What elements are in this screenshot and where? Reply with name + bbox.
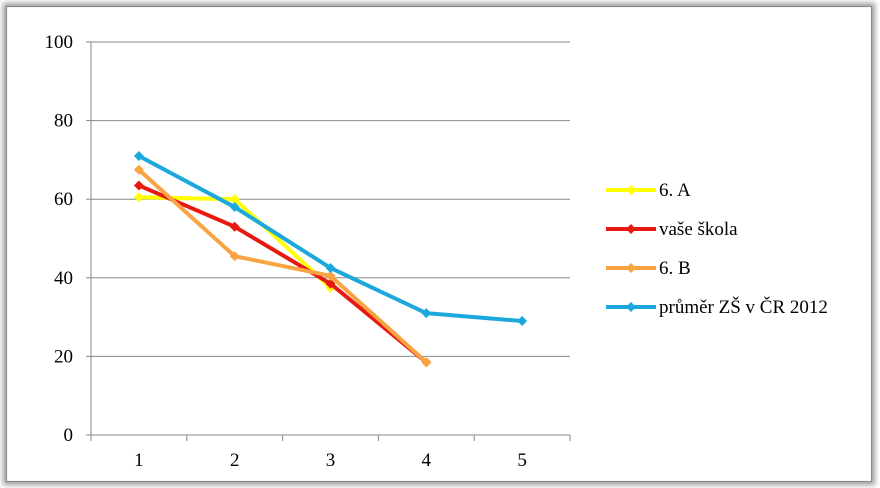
legend-marker [626,263,636,273]
data-point [133,192,144,203]
data-point [229,202,240,213]
y-tick-label: 100 [45,32,74,53]
data-point [229,194,240,205]
x-tick-label: 4 [422,450,432,471]
legend-item: vaše škola [606,219,738,240]
y-tick-label: 40 [54,268,73,289]
legend-item: 6. B [606,258,691,279]
series-line [136,167,429,365]
legend-marker [626,302,636,312]
series-4 [133,150,528,327]
data-point [325,270,336,281]
data-point [229,221,240,232]
legend-label: vaše škola [659,219,738,240]
data-point [133,150,144,161]
legend-label: 6. B [659,258,691,279]
series-2 [133,180,432,368]
data-point [517,316,528,327]
chart-frame [6,6,872,482]
data-point [421,357,432,368]
legend-label: průměr ZŠ v ČR 2012 [659,296,828,318]
data-point [325,278,336,289]
axes [86,41,571,441]
series-3 [133,164,432,368]
data-point [325,262,336,273]
x-tick-label: 3 [326,450,336,471]
series-line [136,153,525,324]
y-tick-label: 20 [54,346,73,367]
y-tick-label: 60 [54,189,73,210]
y-tick-label: 80 [54,111,73,132]
y-tick-labels: 0 20 40 60 80 100 [45,32,74,446]
series-line [136,183,429,365]
legend-item: průměr ZŠ v ČR 2012 [606,296,828,318]
data-point [133,164,144,175]
legend-item: 6. A [606,180,691,201]
legend-label: 6. A [659,180,691,201]
x-tick-labels: 1 2 3 4 5 [134,450,527,471]
x-tick-label: 2 [230,450,240,471]
data-point [229,251,240,262]
x-tick-label: 5 [517,450,527,471]
legend-marker [626,224,636,234]
legend: 6. A vaše škola 6. B průměr ZŠ v ČR 2012 [606,180,828,318]
data-point [133,180,144,191]
data-point [421,308,432,319]
series-lines [133,150,528,368]
y-tick-label: 0 [64,425,74,446]
legend-marker [626,185,636,195]
x-tick-label: 1 [134,450,144,471]
